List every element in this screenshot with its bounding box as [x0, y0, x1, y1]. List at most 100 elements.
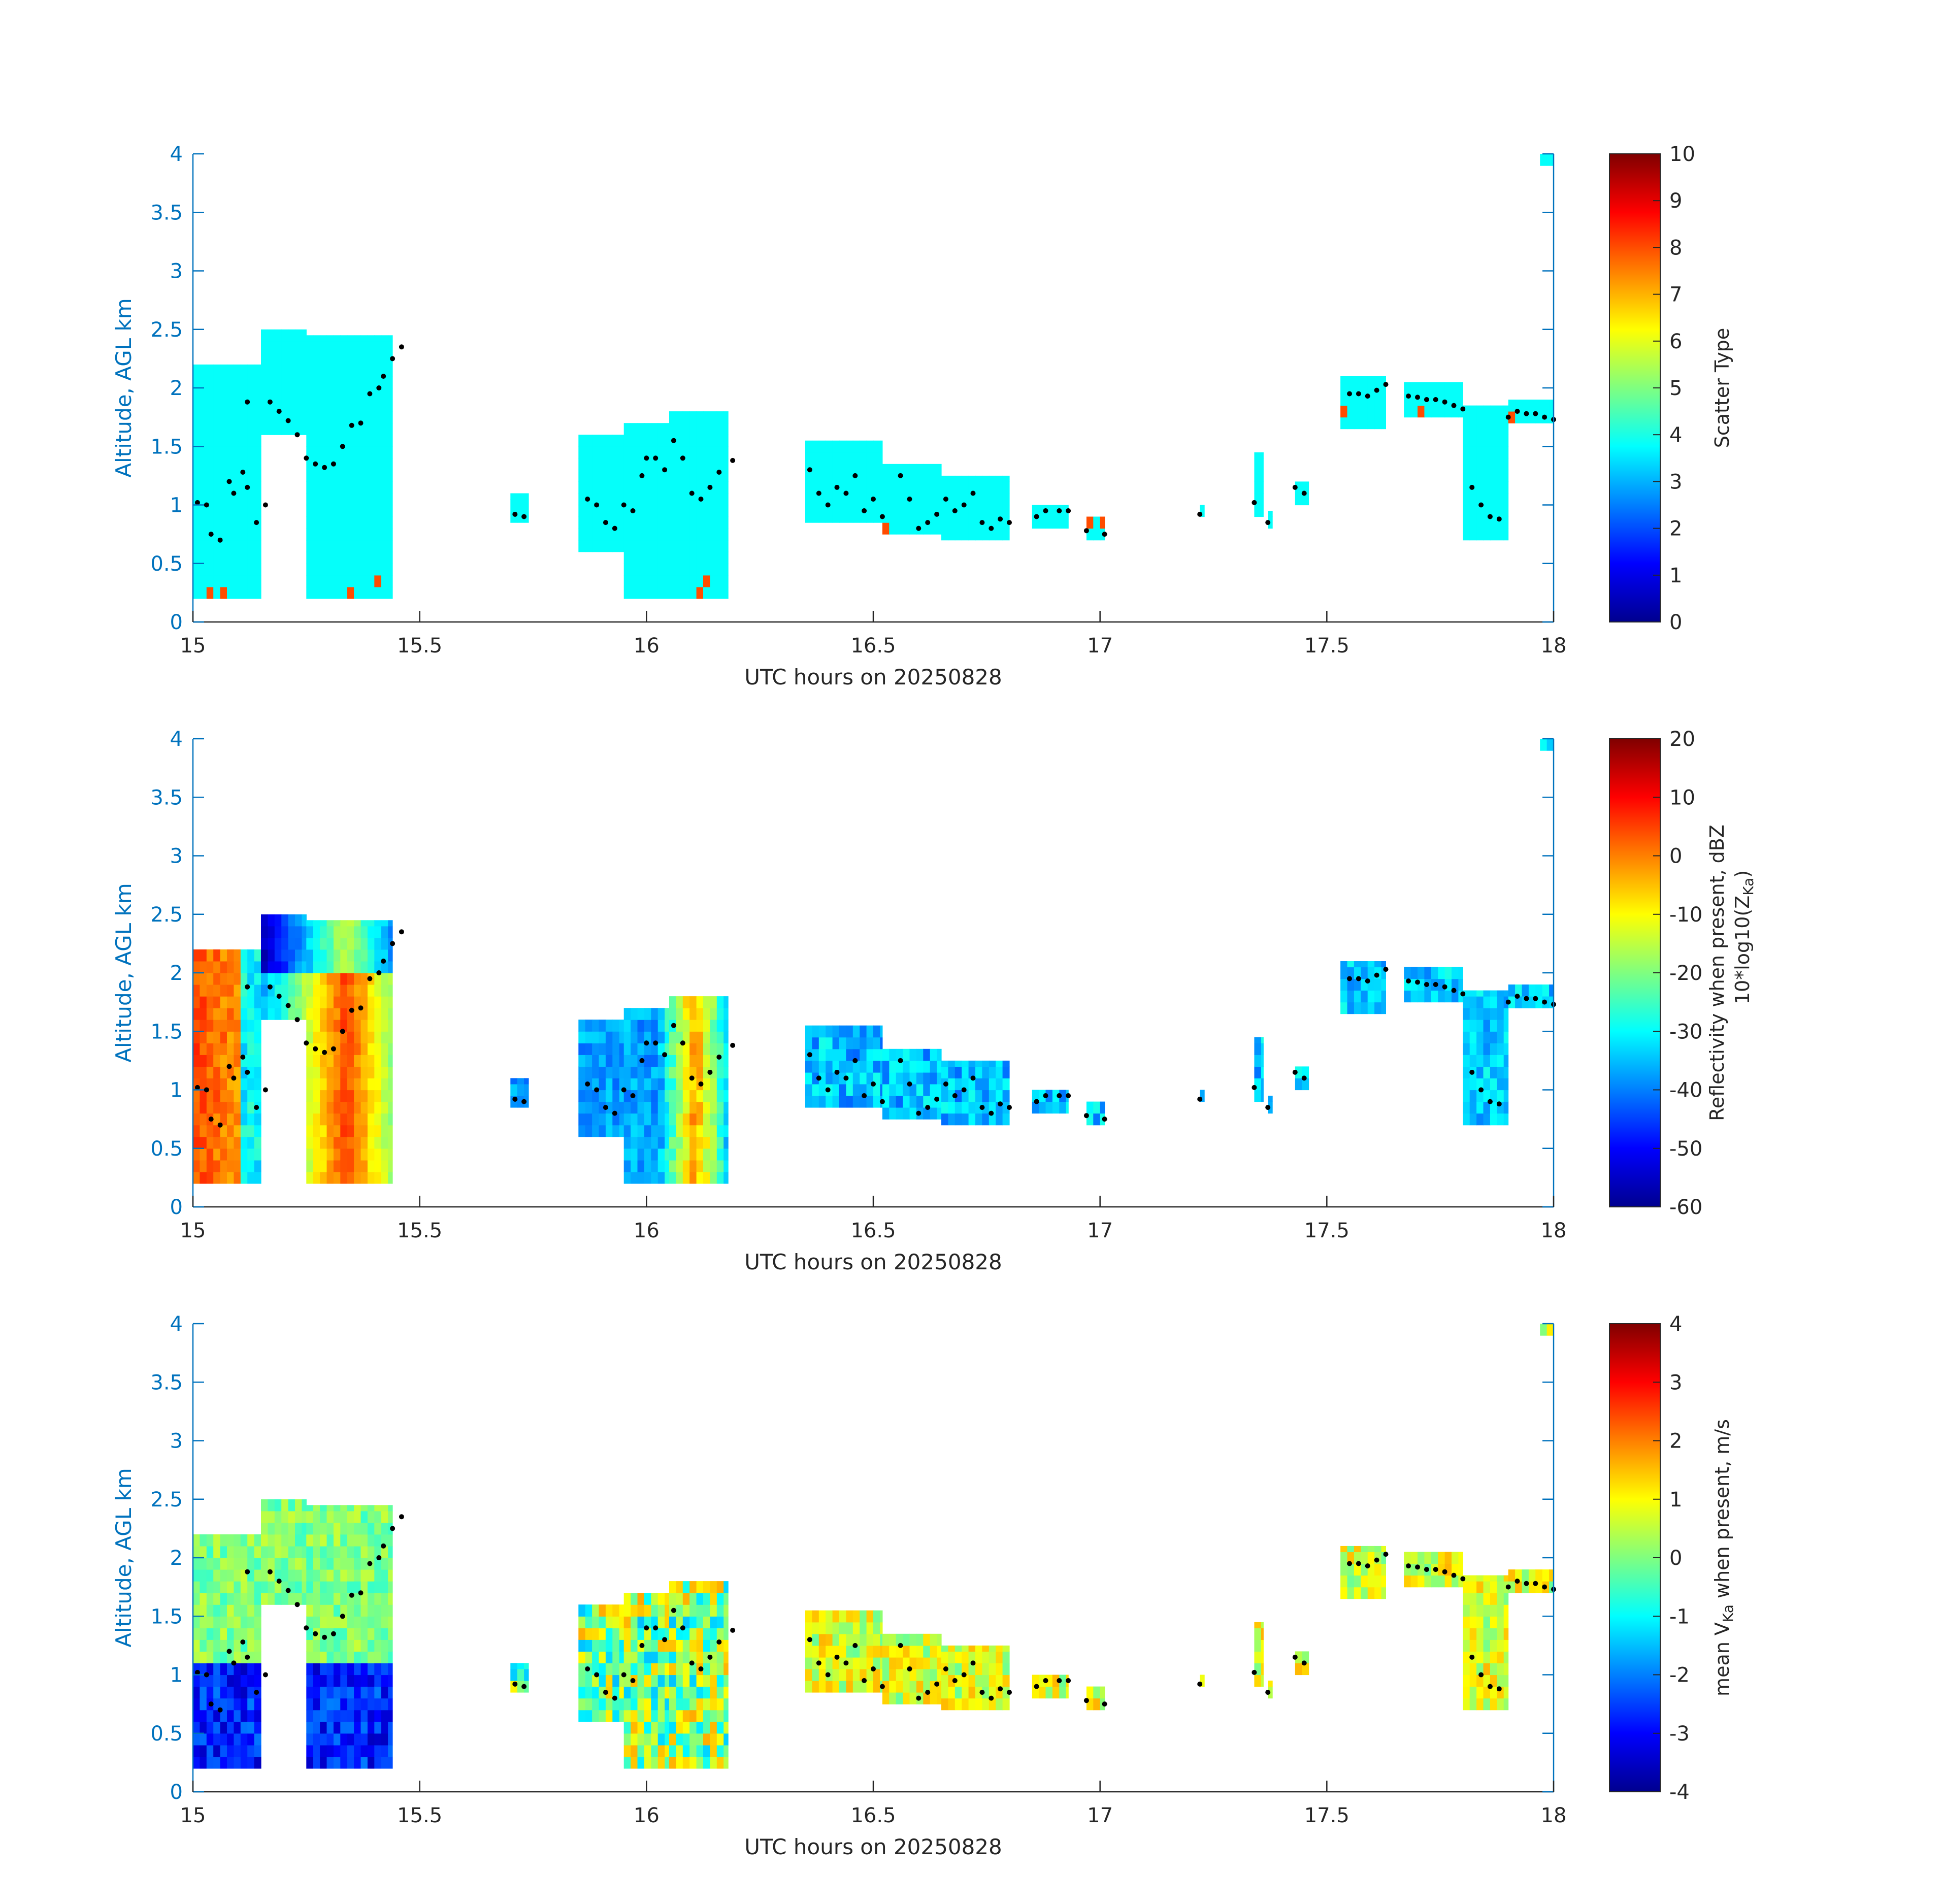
heatmap-cell [812, 452, 819, 465]
heatmap-cell [320, 505, 327, 517]
heatmap-cell [206, 575, 214, 587]
heatmap-cell [644, 1593, 651, 1605]
heatmap-cell [388, 1581, 393, 1593]
heatmap-cell [220, 996, 227, 1008]
heatmap-cell [968, 505, 976, 517]
heatmap-cell [612, 1078, 620, 1091]
cloud-base-dot [943, 497, 948, 502]
heatmap-cell [703, 1698, 710, 1711]
heatmap-cell [234, 1663, 241, 1676]
heatmap-cell [1404, 990, 1411, 1003]
heatmap-cell [1490, 1651, 1497, 1663]
heatmap-cell [333, 1675, 341, 1687]
heatmap-cell [676, 586, 683, 599]
heatmap-cell [860, 440, 867, 453]
heatmap-cell [340, 1171, 348, 1184]
heatmap-cell [240, 458, 248, 470]
y-tick-label: 2 [170, 962, 183, 985]
y-tick-label: 1 [170, 1079, 183, 1102]
heatmap-cell [896, 1096, 903, 1108]
y-tick-label: 0.5 [150, 1722, 183, 1746]
heatmap-cell [326, 920, 334, 927]
heatmap-cell [682, 1675, 690, 1687]
heatmap-cell [631, 1148, 638, 1161]
heatmap-cell [320, 926, 327, 938]
heatmap-cell [930, 1060, 937, 1073]
heatmap-cell [227, 1663, 234, 1676]
heatmap-cell [623, 470, 631, 482]
heatmap-cell [631, 1078, 638, 1091]
heatmap-cell [213, 1569, 221, 1582]
heatmap-cell [367, 1745, 375, 1757]
heatmap-cell [962, 1645, 969, 1652]
heatmap-cell [873, 511, 880, 523]
heatmap-cell [313, 446, 320, 458]
heatmap-cell [682, 1160, 690, 1172]
heatmap-cell [696, 1066, 704, 1078]
heatmap-cell [295, 1581, 302, 1593]
heatmap-cell [948, 1078, 956, 1091]
heatmap-cell [333, 920, 341, 927]
heatmap-cell [240, 575, 248, 587]
heatmap-cell [254, 1078, 261, 1091]
heatmap-cell [805, 440, 812, 453]
heatmap-cell [578, 505, 586, 517]
heatmap-cell [1515, 1581, 1523, 1593]
heatmap-cell [354, 996, 361, 1008]
heatmap-cell [889, 1084, 897, 1096]
heatmap-cell [689, 1698, 697, 1711]
heatmap-cell [200, 1558, 207, 1570]
heatmap-cell [710, 458, 717, 470]
heatmap-cell [524, 1078, 529, 1085]
heatmap-cell [213, 470, 221, 482]
heatmap-cell [585, 435, 593, 447]
heatmap-cell [1503, 1639, 1509, 1652]
heatmap-cell [1347, 382, 1355, 395]
heatmap-cell [710, 1686, 717, 1699]
heatmap-cell [923, 1048, 931, 1061]
heatmap-cell [1404, 1552, 1411, 1564]
heatmap-cell [326, 926, 334, 938]
heatmap-cell [193, 551, 200, 564]
cloud-base-dot [979, 1105, 985, 1110]
heatmap-cell [206, 1160, 214, 1172]
heatmap-cell [340, 446, 348, 458]
cloud-base-dot [245, 484, 250, 490]
heatmap-cell [623, 575, 631, 587]
heatmap-cell [354, 586, 361, 599]
heatmap-cell [1463, 1663, 1470, 1676]
heatmap-cell [710, 1171, 717, 1184]
heatmap-cell [682, 516, 690, 529]
heatmap-cell [882, 1084, 890, 1096]
heatmap-cell [723, 586, 729, 599]
heatmap-cell [288, 914, 295, 927]
heatmap-cell [689, 1113, 697, 1126]
heatmap-cell [367, 1534, 375, 1547]
heatmap-cell [651, 470, 659, 482]
cloud-base-dot [716, 1639, 722, 1645]
heatmap-cell [254, 949, 261, 962]
heatmap-cell [227, 1628, 234, 1640]
heatmap-cell [517, 511, 524, 523]
heatmap-cell [1483, 481, 1491, 494]
heatmap-cell [306, 1698, 314, 1711]
heatmap-cell [347, 341, 354, 353]
heatmap-cell [948, 475, 956, 482]
heatmap-cell [306, 470, 314, 482]
heatmap-cell [227, 1710, 234, 1722]
heatmap-cell [903, 1084, 910, 1096]
heatmap-cell [234, 586, 241, 599]
heatmap-cell [818, 487, 826, 500]
heatmap-cell [826, 511, 833, 523]
heatmap-cell [340, 364, 348, 377]
cloud-base-dot [1301, 1075, 1307, 1081]
heatmap-cell [381, 1511, 388, 1523]
heatmap-cell [1483, 1604, 1491, 1617]
heatmap-cell [703, 1055, 710, 1067]
heatmap-cell [1463, 1604, 1470, 1617]
heatmap-cell [193, 458, 200, 470]
heatmap-cell [637, 1698, 645, 1711]
heatmap-cell [1546, 1324, 1554, 1336]
heatmap-cell [1002, 1663, 1010, 1676]
heatmap-cell [274, 984, 282, 997]
